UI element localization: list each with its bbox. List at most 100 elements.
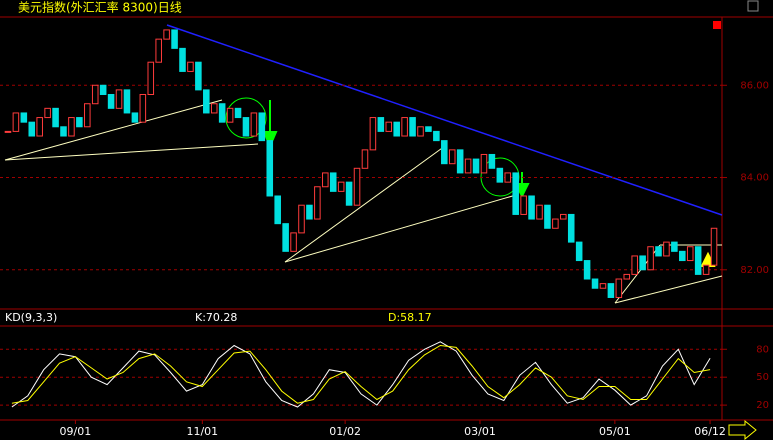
- candle: [694, 246, 702, 275]
- candle: [274, 195, 281, 225]
- indicator-title: KD(9,3,3): [5, 311, 57, 324]
- candle: [591, 278, 599, 289]
- candle: [353, 167, 361, 206]
- candle: [226, 107, 234, 123]
- candle: [266, 140, 274, 197]
- candle: [115, 89, 123, 109]
- candle: [298, 204, 305, 234]
- y-tick-label: 82.00: [740, 265, 769, 276]
- candle: [60, 126, 67, 137]
- candle: [433, 130, 440, 142]
- trend-line: [284, 145, 446, 263]
- x-tick-label: 01/02: [329, 425, 361, 438]
- candle: [314, 186, 321, 220]
- kd-line: [11, 341, 711, 408]
- candle: [28, 121, 36, 137]
- candle: [393, 121, 400, 137]
- candle: [76, 117, 83, 128]
- y-tick-label: 86.00: [740, 80, 769, 91]
- candle: [647, 246, 654, 271]
- candle: [131, 112, 139, 123]
- highlight-circle: [480, 157, 520, 197]
- candle: [710, 227, 718, 266]
- candle: [306, 204, 313, 220]
- candle: [552, 218, 559, 229]
- candle: [12, 112, 20, 132]
- candle: [607, 283, 615, 298]
- candle: [155, 38, 162, 63]
- x-tick-label: 09/01: [60, 425, 92, 438]
- trend-line: [4, 99, 223, 161]
- candle: [123, 89, 131, 114]
- y-tick-label: 50: [756, 372, 769, 383]
- candle: [385, 121, 393, 132]
- candle: [686, 246, 694, 262]
- candle: [615, 278, 623, 298]
- candle: [203, 89, 210, 114]
- arrow: [262, 100, 278, 149]
- candle: [36, 117, 43, 137]
- candle: [250, 112, 258, 137]
- candle: [210, 103, 218, 114]
- x-tick-label: 11/01: [186, 425, 218, 438]
- trend-line: [4, 143, 259, 161]
- trend-line: [166, 24, 723, 216]
- candle: [504, 172, 512, 183]
- scroll-button[interactable]: [728, 419, 757, 440]
- y-tick-label: 80: [756, 344, 769, 355]
- candle: [512, 172, 519, 215]
- candle: [480, 153, 488, 174]
- candle: [441, 140, 448, 165]
- candle: [337, 181, 345, 192]
- trend-line: [614, 275, 723, 304]
- candle: [520, 195, 527, 215]
- window-button[interactable]: [747, 0, 759, 12]
- candle: [258, 112, 266, 142]
- candle: [639, 255, 646, 271]
- candle: [91, 84, 99, 105]
- candle: [84, 103, 91, 128]
- candle: [536, 204, 543, 220]
- candle: [44, 107, 51, 119]
- candle: [290, 232, 297, 252]
- candle: [528, 195, 535, 220]
- candle: [107, 93, 115, 109]
- k-value: K:70.28: [195, 311, 237, 324]
- candle: [496, 167, 504, 183]
- x-tick-label: 05/01: [599, 425, 631, 438]
- candle: [242, 117, 250, 137]
- candle: [4, 130, 12, 133]
- candle: [409, 117, 416, 137]
- y-tick-label: 84.00: [740, 173, 769, 184]
- candle: [425, 126, 432, 132]
- candle: [68, 117, 75, 137]
- candle: [329, 172, 337, 192]
- candle: [599, 283, 607, 289]
- candle: [472, 158, 480, 174]
- candle: [488, 153, 496, 169]
- candle: [345, 181, 353, 206]
- candle: [560, 213, 567, 220]
- trend-line: [284, 194, 517, 263]
- candle: [377, 117, 385, 132]
- candle: [139, 93, 147, 123]
- candle: [52, 107, 59, 128]
- candle: [163, 29, 170, 40]
- candle: [567, 213, 575, 243]
- candle: [234, 107, 242, 119]
- candle: [282, 223, 289, 252]
- candle: [702, 264, 710, 275]
- candle: [417, 126, 424, 137]
- d-value: D:58.17: [388, 311, 432, 324]
- candle: [322, 172, 329, 188]
- candle: [631, 255, 638, 275]
- candle: [456, 149, 464, 174]
- candle: [401, 117, 408, 137]
- candle: [655, 246, 662, 257]
- candle: [20, 112, 28, 123]
- x-tick-label: 03/01: [464, 425, 496, 438]
- candle: [544, 204, 551, 229]
- candle: [147, 61, 155, 95]
